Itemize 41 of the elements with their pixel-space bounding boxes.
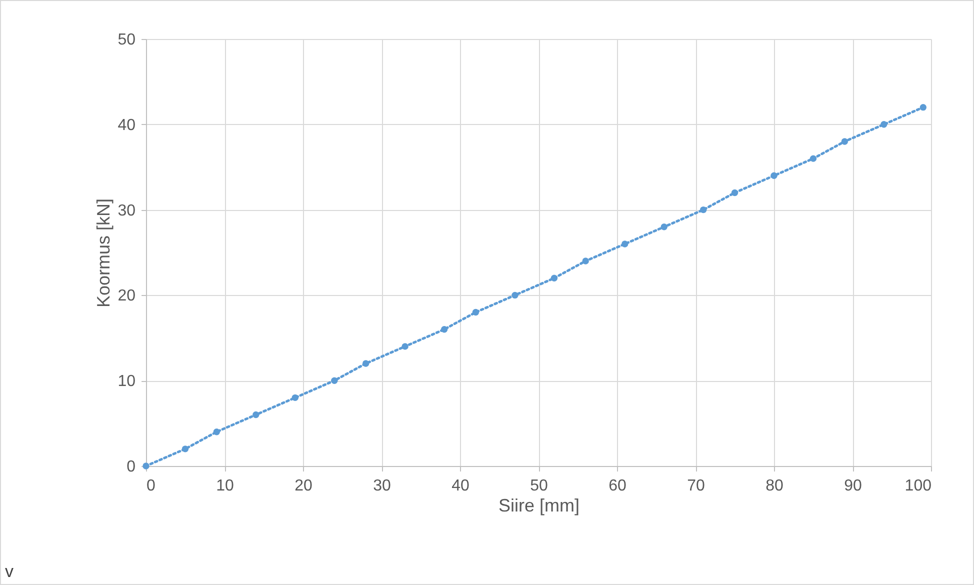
point: [182, 446, 189, 452]
point: [472, 308, 480, 316]
point: [810, 155, 817, 162]
point: [550, 274, 558, 282]
x-tick-label: 80: [766, 478, 784, 494]
text: v: [5, 562, 14, 582]
point: [402, 343, 408, 350]
y-tick-label: 50: [118, 32, 136, 48]
x-tick-label: 60: [608, 478, 626, 494]
x-tick-label: 50: [530, 478, 548, 494]
x-tick-label: 10: [216, 478, 234, 494]
point: [700, 206, 707, 214]
y-axis-title: Koormus [kN]: [94, 198, 114, 308]
point: [621, 240, 628, 248]
x-axis-title: Siire [mm]: [498, 496, 580, 516]
y-tick-label: 20: [118, 288, 136, 305]
point: [660, 224, 668, 230]
x-tick-label: 20: [294, 478, 312, 494]
x-tick-label: 70: [687, 478, 705, 494]
point: [770, 172, 778, 179]
point: [880, 121, 888, 128]
point: [512, 292, 518, 299]
point: [252, 411, 260, 418]
x-tick-label: 100: [904, 478, 932, 494]
point: [213, 428, 220, 436]
point: [331, 377, 338, 384]
y-tick-label: 0: [126, 458, 136, 476]
point: [731, 189, 738, 196]
y-tick-label: 10: [118, 373, 136, 390]
point: [920, 104, 927, 111]
y-tick-label: 40: [118, 116, 136, 134]
x-tick-label: 30: [373, 478, 391, 494]
point: [440, 326, 448, 333]
x-tick-label: 40: [452, 478, 470, 494]
x-tick-label: 90: [844, 478, 862, 494]
point: [362, 360, 370, 367]
point: [841, 138, 848, 145]
point: [582, 258, 589, 264]
point: [292, 394, 299, 402]
x-tick-label: 0: [146, 478, 156, 494]
y-tick-label: 30: [118, 202, 136, 220]
